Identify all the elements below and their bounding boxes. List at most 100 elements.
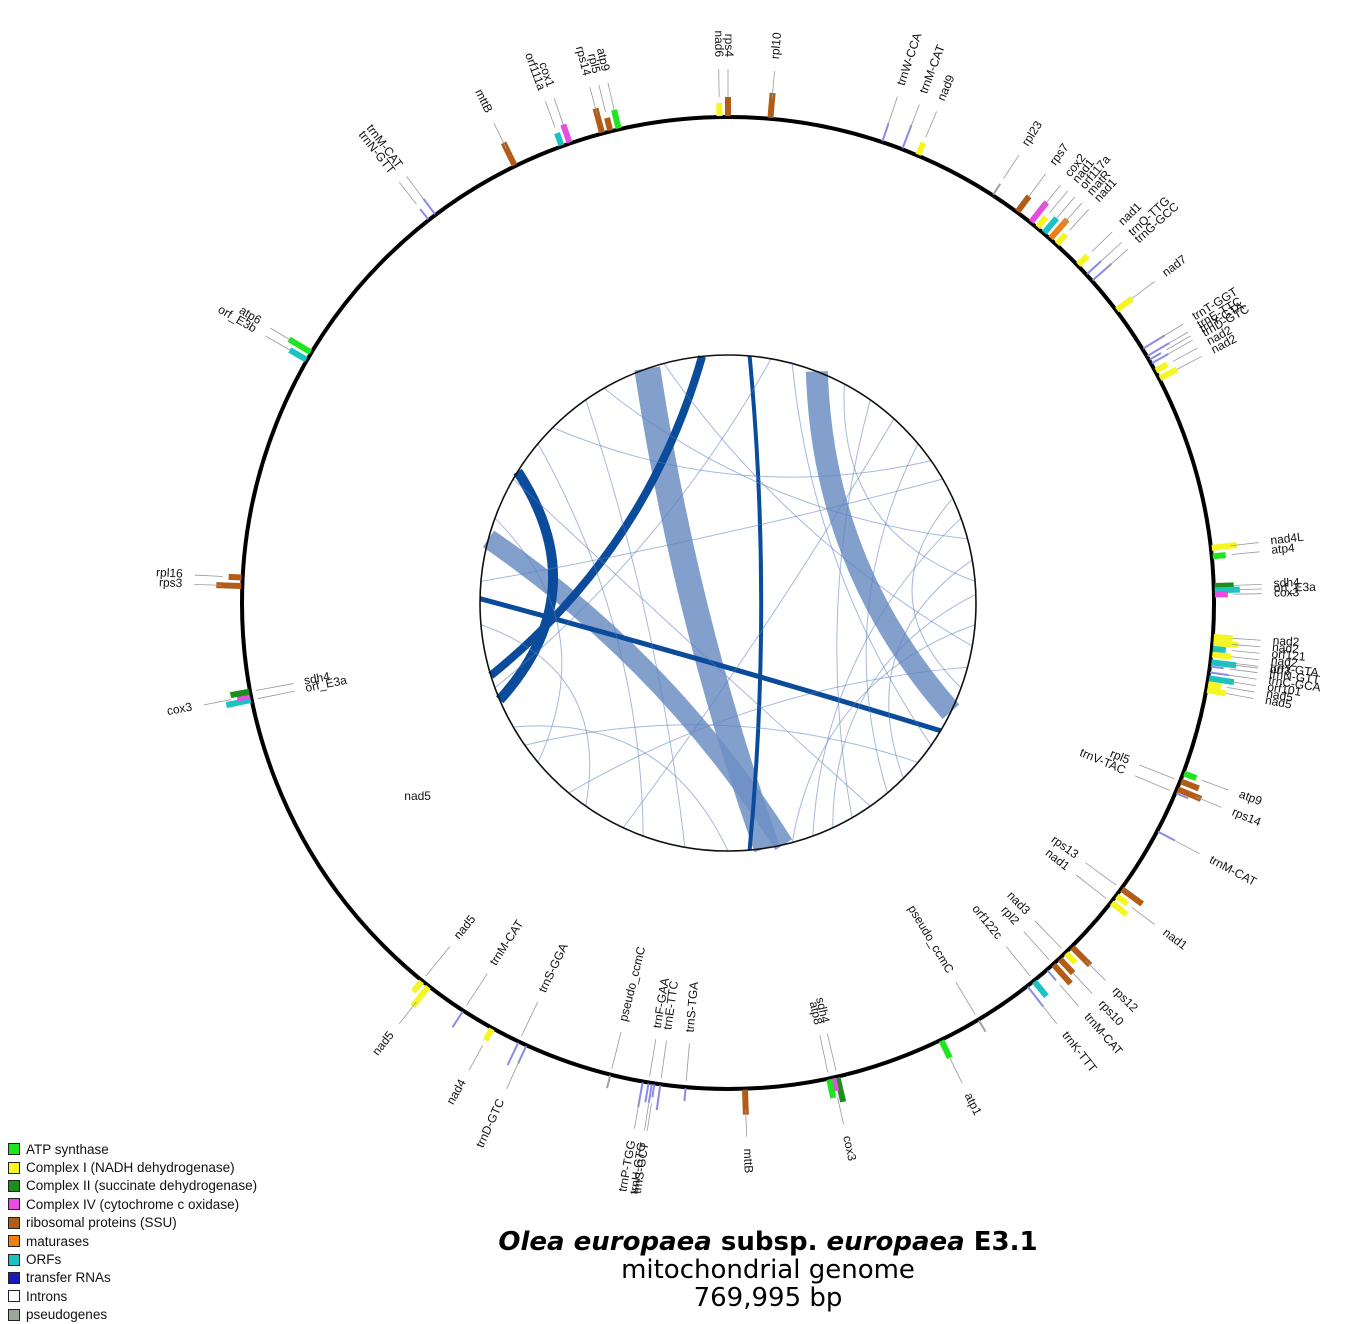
gene-block <box>649 1084 652 1103</box>
gene-block <box>1213 555 1226 556</box>
gene-label: rpl16 <box>156 565 184 580</box>
gene-block <box>1038 217 1046 227</box>
gene-leader-line <box>1043 185 1060 207</box>
gene-block <box>979 1020 986 1031</box>
gene-block <box>645 1083 648 1102</box>
repeat-link <box>837 400 870 818</box>
gene-label: cox3 <box>166 699 194 718</box>
gene-label: nad4 <box>444 1076 469 1106</box>
gene-leader-line <box>426 946 450 976</box>
legend-swatch <box>8 1217 20 1229</box>
gene-leader-line <box>1107 249 1128 268</box>
title-line-organism: Olea europaea subsp. europaea E3.1 <box>468 1228 1068 1256</box>
gene-block <box>413 981 421 991</box>
gene-leader-line <box>494 123 506 148</box>
gene-leader-line <box>1202 780 1228 790</box>
gene-label: nad5 <box>369 1028 397 1058</box>
gene-label: mttB <box>741 1148 756 1173</box>
genome-size: 769,995 bp <box>468 1284 1068 1312</box>
gene-leader-line <box>608 83 614 110</box>
title-line-genome-type: mitochondrial genome <box>468 1256 1068 1284</box>
gene-label: orf3 <box>1269 662 1292 678</box>
gene-block <box>518 1046 526 1063</box>
gene-leader-line <box>1135 776 1170 791</box>
genome-title: Olea europaea subsp. europaea E3.1 mitoc… <box>468 1228 1068 1312</box>
legend-swatch <box>8 1180 20 1192</box>
gene-leader-line <box>1227 687 1255 692</box>
gene-leader-line <box>1092 232 1112 251</box>
gene-label: nad7 <box>1159 252 1189 279</box>
gene-leader-line <box>1132 908 1154 925</box>
gene-block <box>508 1043 519 1066</box>
gene-block <box>607 118 610 131</box>
gene-label: pseudo_ccmC <box>616 945 648 1023</box>
gene-leader-line <box>889 97 898 124</box>
gene-leader-line <box>1057 197 1075 218</box>
gene-leader-line <box>1063 203 1082 224</box>
gene-label: rps4 <box>722 34 736 58</box>
gene-leader-line <box>599 85 606 112</box>
gene-label: rpl23 <box>1019 118 1045 148</box>
gene-leader-line <box>1232 552 1260 555</box>
gene-leader-line <box>1175 841 1200 854</box>
gene-leader-line <box>554 98 563 124</box>
legend-label: maturases <box>26 1234 89 1249</box>
gene-leader-line <box>1173 348 1198 361</box>
gene-block <box>1152 354 1169 363</box>
subspecies-name: europaea <box>827 1227 965 1257</box>
gene-leader-line <box>1050 191 1068 213</box>
gene-leader-line <box>956 982 976 1015</box>
gene-leader-line <box>1076 875 1106 898</box>
gene-leader-line <box>1040 1002 1057 1024</box>
legend-label: Complex II (succinate dehydrogenase) <box>26 1178 257 1193</box>
gene-leader-line <box>612 1032 621 1069</box>
gene-block <box>1214 637 1233 638</box>
gene-label: nad9 <box>934 72 957 102</box>
gene-label: trnS-GGA <box>535 941 570 995</box>
gene-leader-line <box>467 974 488 1006</box>
legend-swatch <box>8 1254 20 1266</box>
gene-block <box>614 110 618 129</box>
gene-block <box>420 209 428 219</box>
legend-swatch <box>8 1290 20 1302</box>
gene-label: trnW-CCA <box>894 31 925 87</box>
gene-leader-line <box>1139 765 1174 779</box>
gene-leader-line <box>1070 209 1089 230</box>
legend-item: ATP synthase <box>8 1140 257 1158</box>
gene-leader-line <box>399 1002 416 1024</box>
gene-block <box>1210 672 1229 675</box>
gene-label: trnM-CAT <box>1207 852 1259 889</box>
gene-block <box>1048 971 1057 981</box>
gene-leader-line <box>909 104 919 130</box>
gene-leader-line <box>256 684 293 691</box>
legend-item: Complex I (NADH dehydrogenase) <box>8 1158 257 1176</box>
legend-item: ribosomal proteins (SSU) <box>8 1214 257 1232</box>
gene-leader-line <box>820 1035 828 1072</box>
gene-block <box>1208 684 1221 686</box>
gene-block <box>1018 196 1029 211</box>
gene-leader-line <box>1132 282 1154 299</box>
legend-label: Complex I (NADH dehydrogenase) <box>26 1160 235 1175</box>
legend-swatch <box>8 1198 20 1210</box>
accession: E3.1 <box>974 1227 1038 1257</box>
gene-leader-line <box>661 1041 666 1079</box>
gene-block <box>1211 667 1224 669</box>
gene-leader-line <box>1177 356 1202 369</box>
gene-block <box>1212 655 1231 657</box>
gene-block <box>1215 585 1234 586</box>
gene-label: trnM-CAT <box>487 917 527 968</box>
gene-leader-line <box>1006 946 1030 976</box>
gene-block <box>230 692 249 695</box>
gene-leader-line <box>1234 584 1262 585</box>
legend: ATP synthase Complex I (NADH dehydrogena… <box>8 1140 257 1324</box>
gene-leader-line <box>1195 797 1221 808</box>
gene-block <box>918 143 923 155</box>
gene-block <box>1207 690 1226 693</box>
legend-label: ATP synthase <box>26 1142 109 1157</box>
legend-swatch <box>8 1309 20 1321</box>
gene-block <box>607 1076 610 1089</box>
gene-leader-line <box>258 691 295 699</box>
gene-block <box>993 184 1000 195</box>
repeat-link <box>833 594 976 827</box>
